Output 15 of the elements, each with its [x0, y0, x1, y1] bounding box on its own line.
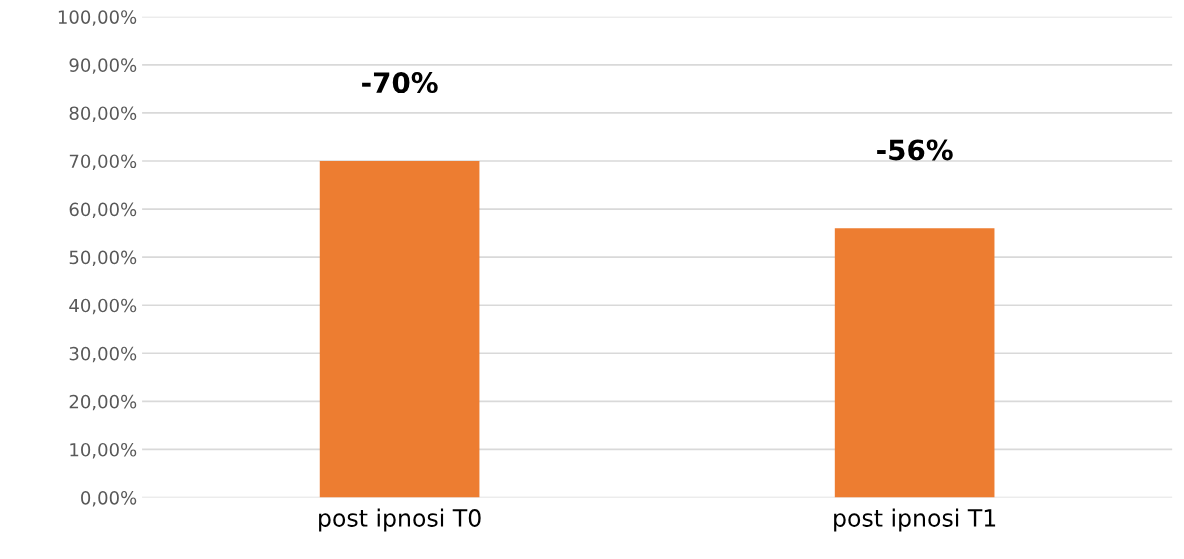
x-tick-label: post ipnosi T1: [834, 508, 996, 532]
y-tick-label: 40,00%: [69, 298, 137, 315]
y-tick-label: 80,00%: [69, 106, 137, 122]
y-tick-label: 20,00%: [69, 394, 137, 411]
y-tick-label: 100,00%: [58, 10, 137, 26]
y-tick-label: 90,00%: [69, 58, 137, 74]
annotation: -56%: [877, 139, 953, 161]
y-tick-label: 10,00%: [70, 442, 137, 459]
y-tick-label: 60,00%: [69, 202, 137, 219]
y-tick-label: 0,00%: [81, 490, 137, 507]
x-tick-label: post ipnosi T0: [319, 508, 481, 532]
y-tick-label: 70,00%: [69, 154, 137, 170]
y-tick-label: 50,00%: [69, 250, 137, 267]
annotation: -70%: [362, 72, 438, 94]
y-tick-label: 30,00%: [69, 346, 137, 363]
